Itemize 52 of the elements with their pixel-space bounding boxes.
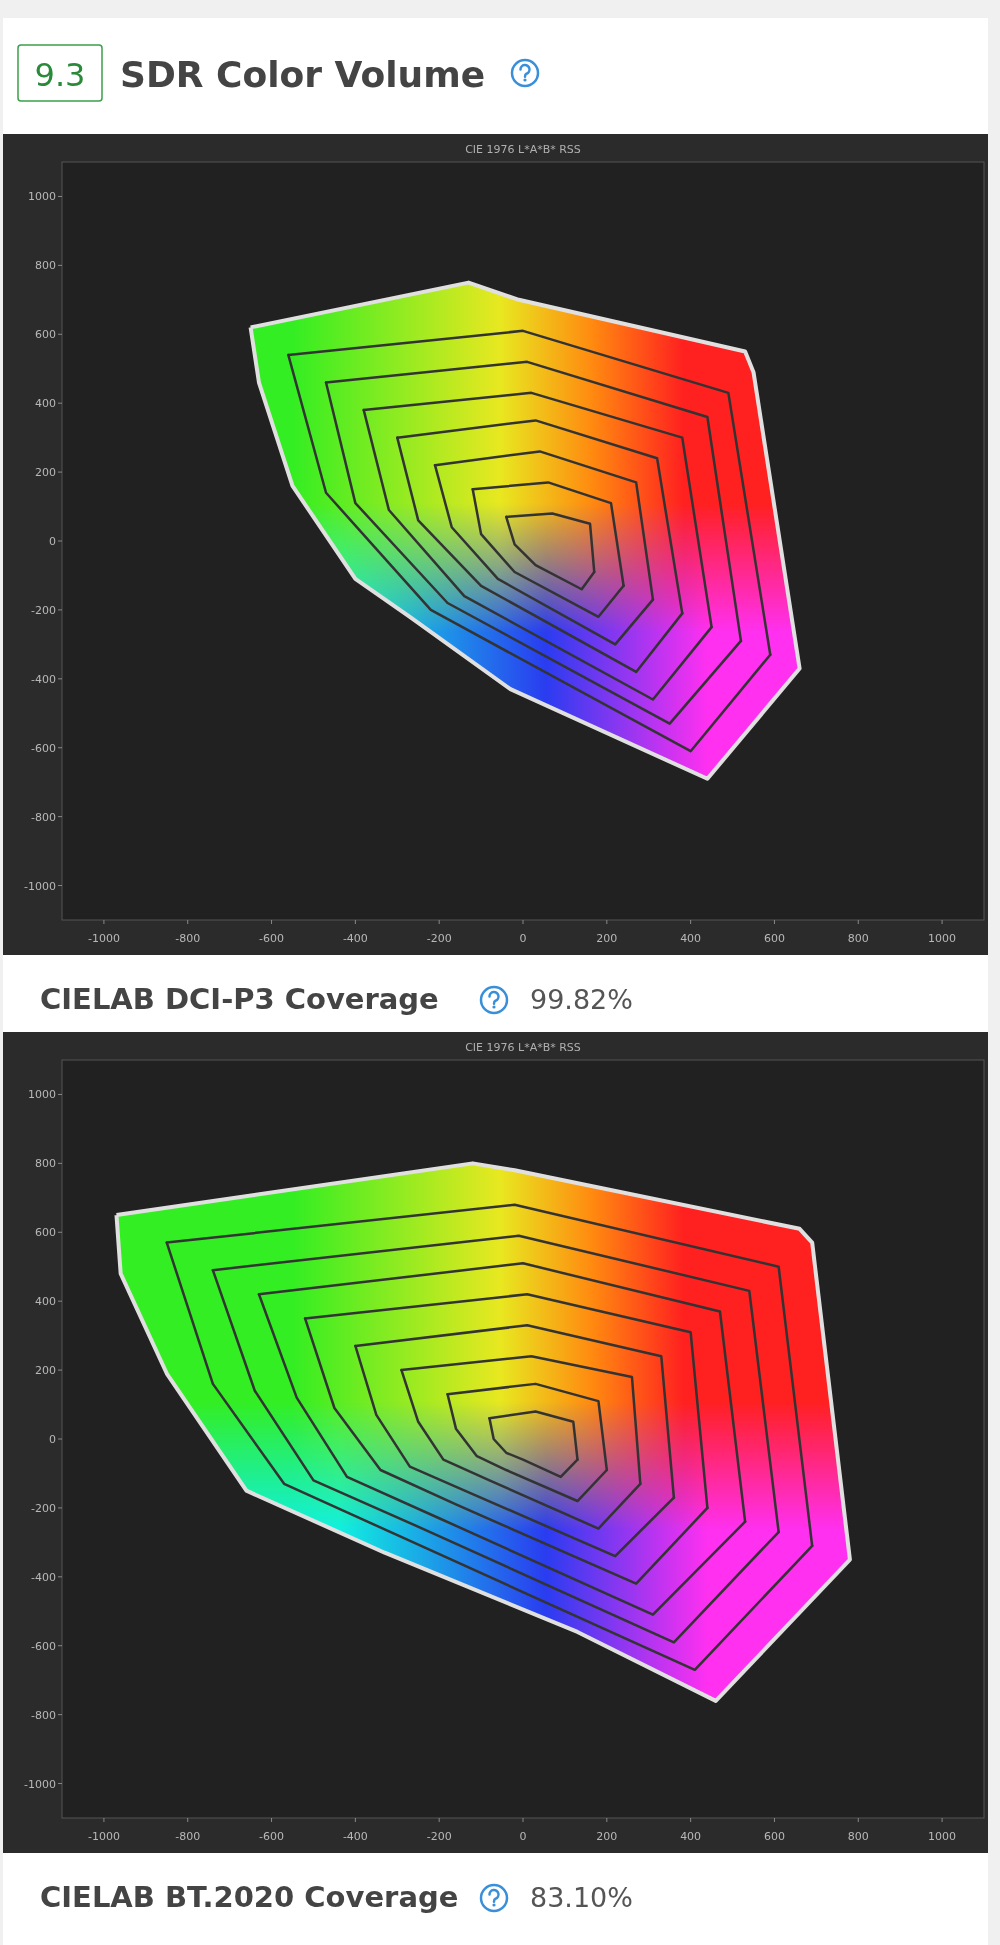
y-tick-label: -200: [31, 1501, 56, 1515]
x-tick-label: 200: [596, 932, 618, 945]
x-tick-label: -400: [342, 932, 368, 945]
y-tick-label: -400: [31, 672, 56, 686]
y-tick-label: 800: [35, 1157, 56, 1171]
x-tick-label: 400: [680, 932, 702, 945]
x-tick-label: -1000: [87, 1830, 120, 1843]
x-tick-label: 0: [519, 1830, 527, 1843]
x-tick-label: 600: [763, 1830, 785, 1843]
y-tick-label: -1000: [24, 879, 56, 893]
text: 99.82%: [530, 984, 633, 1015]
text: CIELAB DCI-P3 Coverage: [40, 982, 439, 1016]
y-tick-label: 400: [35, 397, 56, 411]
y-tick-label: 600: [35, 1226, 56, 1240]
y-tick-label: 800: [35, 259, 56, 273]
x-tick-label: 400: [680, 1830, 702, 1843]
y-tick-label: 600: [35, 328, 56, 342]
y-tick-label: -800: [31, 810, 56, 824]
y-tick-label: 400: [35, 1295, 56, 1309]
text: 9.3: [34, 56, 86, 94]
x-tick-label: -800: [175, 932, 201, 945]
y-tick-label: 1000: [28, 1088, 56, 1102]
x-tick-label: 600: [763, 932, 785, 945]
x-tick-label: 800: [847, 1830, 869, 1843]
x-tick-label: -600: [259, 1830, 285, 1843]
x-tick-label: 200: [596, 1830, 618, 1843]
x-tick-label: 0: [519, 932, 527, 945]
y-tick-label: 1000: [28, 190, 56, 204]
chart-title: CIE 1976 L*A*B* RSS: [465, 143, 581, 156]
chart-title: CIE 1976 L*A*B* RSS: [465, 1041, 581, 1054]
x-tick-label: -1000: [87, 932, 120, 945]
y-tick-label: 200: [35, 466, 56, 480]
text: CIELAB BT.2020 Coverage: [40, 1880, 459, 1914]
x-tick-label: -800: [175, 1830, 201, 1843]
x-tick-label: -600: [259, 932, 285, 945]
x-tick-label: 1000: [928, 1830, 957, 1843]
x-tick-label: -400: [342, 1830, 368, 1843]
x-tick-label: 1000: [928, 932, 957, 945]
x-tick-label: 800: [847, 932, 869, 945]
y-tick-label: -400: [31, 1570, 56, 1584]
y-tick-label: -800: [31, 1708, 56, 1722]
y-tick-label: -600: [31, 741, 56, 755]
y-tick-label: 0: [49, 1433, 56, 1446]
x-tick-label: -200: [426, 1830, 452, 1843]
y-tick-label: 0: [49, 535, 56, 548]
y-tick-label: 200: [35, 1364, 56, 1378]
x-tick-label: -200: [426, 932, 452, 945]
y-tick-label: -1000: [24, 1777, 56, 1791]
y-tick-label: -600: [31, 1639, 56, 1653]
text: SDR Color Volume: [120, 54, 486, 95]
text: 83.10%: [530, 1882, 633, 1913]
y-tick-label: -200: [31, 603, 56, 617]
